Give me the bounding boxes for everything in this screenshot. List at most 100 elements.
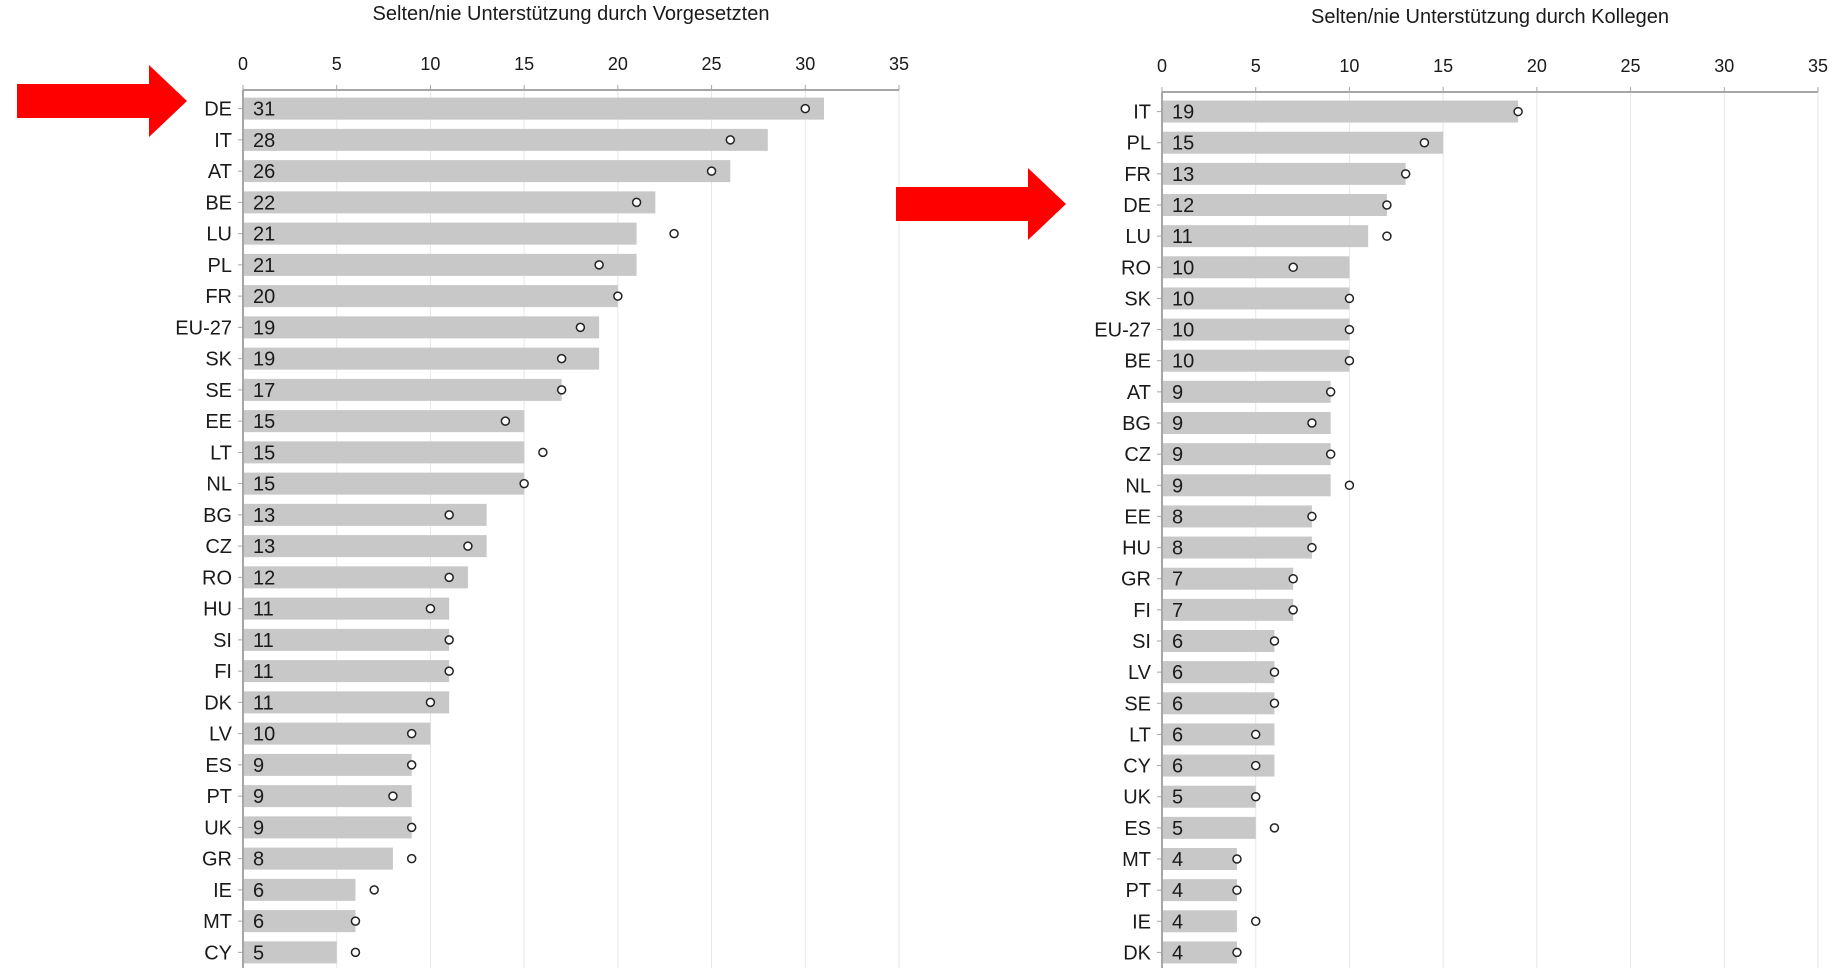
x-tick-label: 0	[1157, 56, 1167, 76]
marker-point	[406, 728, 417, 739]
marker-point	[350, 916, 361, 926]
category-label: FR	[205, 286, 232, 308]
bar-fr	[1163, 162, 1406, 185]
category-label: AT	[1127, 382, 1151, 404]
bar-de	[244, 97, 825, 120]
marker-point	[444, 572, 454, 583]
bar-cy	[244, 941, 337, 964]
bar-dk	[1163, 941, 1237, 964]
marker-point	[1269, 823, 1280, 833]
bar-cz	[244, 535, 487, 558]
marker-point	[406, 822, 417, 833]
category-label: CZ	[205, 536, 232, 558]
category-label: IE	[213, 880, 232, 902]
marker-point	[1344, 355, 1355, 366]
bar-es	[244, 753, 412, 776]
category-label: SK	[1124, 288, 1151, 310]
category-label: NL	[1125, 475, 1151, 497]
bar-value-label: 11	[253, 599, 274, 621]
bar-lv	[244, 722, 431, 745]
category-label: PL	[208, 255, 232, 277]
bar-sk	[1163, 287, 1350, 310]
category-label: ES	[205, 755, 232, 777]
marker-point	[1513, 106, 1523, 117]
marker-point	[1419, 137, 1430, 148]
bar-it	[244, 128, 768, 151]
bar-value-label: 6	[1172, 662, 1183, 684]
x-tick-label: 25	[702, 54, 722, 74]
marker-point	[1400, 169, 1411, 179]
x-tick-label: 0	[238, 54, 248, 74]
x-tick-label: 25	[1621, 56, 1641, 76]
bar-mt	[244, 910, 356, 933]
bar-dk	[244, 691, 450, 714]
bar-cy	[1163, 754, 1275, 777]
highlight-arrow-right	[896, 168, 1066, 240]
bar-hu	[244, 597, 450, 620]
marker-point	[669, 228, 679, 239]
bar-eu-27	[1163, 318, 1350, 341]
bar-value-label: 8	[1172, 506, 1183, 528]
bar-value-label: 9	[253, 817, 264, 839]
bar-value-label: 17	[253, 380, 275, 402]
bar-eu-27	[244, 316, 600, 339]
marker-point	[1250, 916, 1261, 927]
bar-value-label: 10	[1172, 351, 1194, 373]
x-tick-label: 10	[1339, 56, 1359, 76]
category-label: BG	[1122, 413, 1151, 435]
bar-value-label: 9	[1172, 382, 1183, 404]
bar-hu	[1163, 536, 1312, 559]
bar-ie	[244, 878, 356, 901]
marker-point	[463, 541, 473, 551]
category-label: HU	[203, 599, 232, 621]
bar-value-label: 5	[1172, 787, 1183, 809]
bar-ie	[1163, 910, 1237, 933]
x-tick-label: 15	[514, 54, 534, 74]
marker-point	[556, 385, 567, 395]
bar-value-label: 15	[1172, 133, 1194, 155]
bar-lt	[1163, 723, 1275, 746]
arrow-shape	[896, 168, 1066, 240]
marker-point	[1232, 854, 1242, 864]
bar-value-label: 13	[253, 536, 275, 558]
category-label: SE	[205, 380, 232, 402]
category-label: DE	[204, 99, 232, 121]
marker-point	[1344, 480, 1355, 491]
marker-point	[1269, 636, 1280, 646]
bar-se	[244, 378, 562, 401]
x-tick-label: 20	[1527, 56, 1547, 76]
bar-bg	[1163, 412, 1331, 434]
category-label: EE	[1124, 506, 1151, 528]
marker-point	[425, 603, 436, 614]
bar-pt	[244, 785, 412, 808]
bar-value-label: 6	[253, 880, 264, 902]
x-tick-label: 30	[795, 54, 815, 74]
bar-value-label: 6	[1172, 693, 1183, 715]
marker-point	[519, 478, 529, 489]
chart-title: Selten/nie Unterstützung durch Vorgesetz…	[373, 3, 770, 25]
category-label: LT	[1129, 724, 1151, 746]
bar-value-label: 5	[1172, 818, 1183, 840]
category-label: DK	[204, 692, 232, 714]
marker-point	[350, 947, 361, 958]
bar-de	[1163, 194, 1387, 216]
bar-lv	[1163, 661, 1275, 684]
bar-value-label: 22	[253, 192, 275, 214]
bar-value-label: 11	[253, 692, 274, 714]
bar-be	[1163, 349, 1350, 372]
bar-pl	[244, 253, 637, 276]
bar-gr	[1163, 567, 1294, 590]
marker-point	[725, 135, 736, 145]
marker-point	[1288, 262, 1298, 273]
bar-value-label: 8	[253, 849, 264, 871]
bar-cz	[1163, 443, 1331, 466]
bar-lt	[244, 441, 525, 464]
bar-value-label: 4	[1172, 911, 1183, 933]
category-label: RO	[202, 567, 232, 589]
bar-value-label: 11	[253, 661, 274, 683]
marker-point	[1250, 760, 1261, 771]
chart-colleague-support: Selten/nie Unterstützung durch Kollegen 0…	[1094, 6, 1828, 968]
bar-value-label: 19	[253, 349, 275, 371]
category-label: ES	[1124, 818, 1151, 840]
bar-value-label: 4	[1172, 880, 1183, 902]
